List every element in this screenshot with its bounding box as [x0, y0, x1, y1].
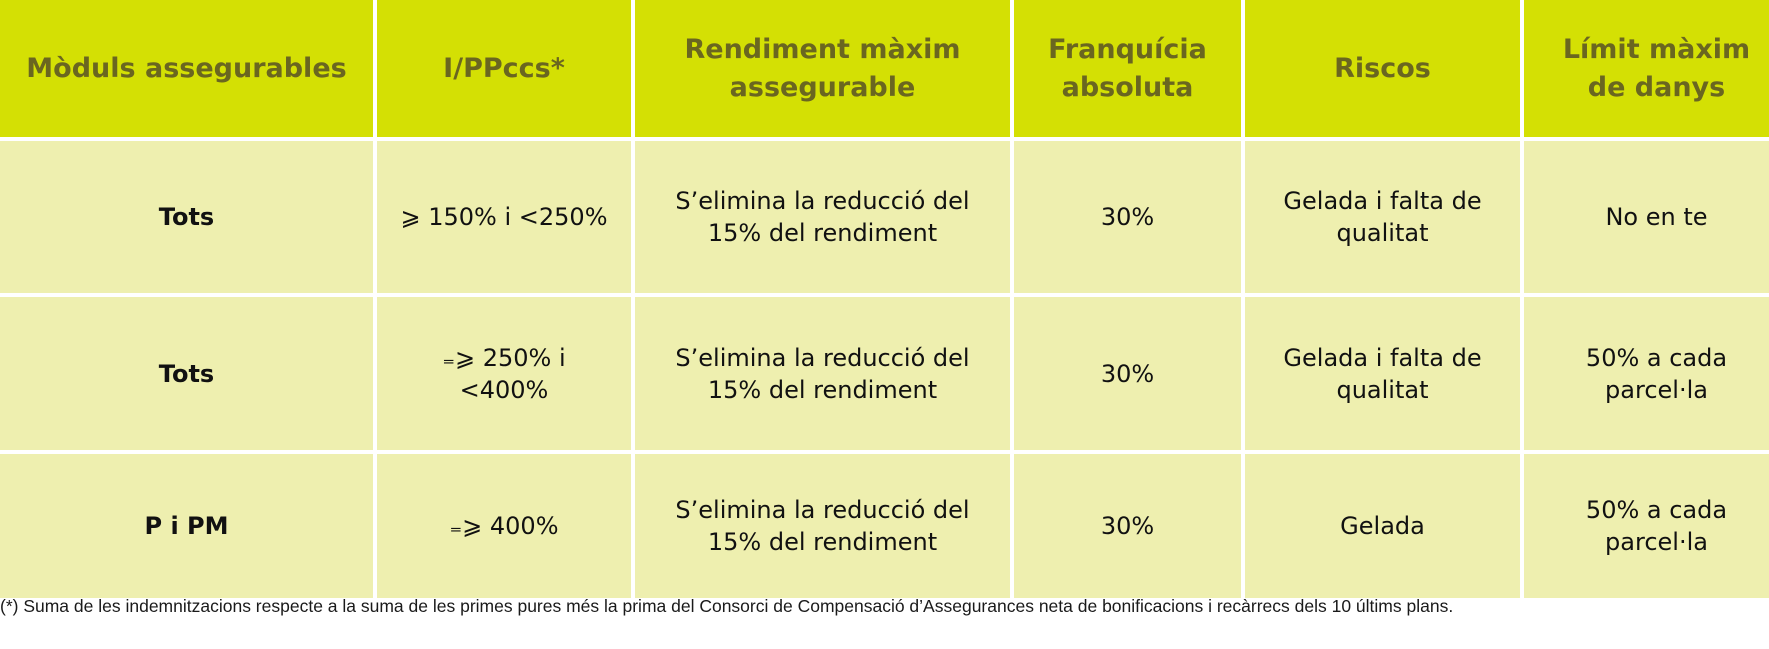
cell-text: 50% a cada parcel·la [1585, 343, 1728, 404]
cell-text: 50% a cada parcel·la [1585, 496, 1728, 556]
header-cell-riscos: Riscos [1245, 0, 1520, 137]
cell-text: No en te [1605, 203, 1708, 231]
table-cell: ₌⩾ 400% [377, 454, 631, 598]
cell-text: 30% [1100, 203, 1155, 231]
table-cell: S’elimina la reducció del 15% del rendim… [635, 141, 1010, 293]
cell-text: S’elimina la reducció del 15% del rendim… [675, 496, 970, 556]
table-cell: Tots [0, 297, 373, 450]
table-cell: Gelada [1245, 454, 1520, 598]
cell-text: 30% [1100, 512, 1155, 540]
table-cell: 50% a cada parcel·la [1524, 297, 1769, 450]
table-cell: Gelada i falta de qualitat [1245, 297, 1520, 450]
table-cell: S’elimina la reducció del 15% del rendim… [635, 297, 1010, 450]
table-cell: ⩾ 150% i <250% [377, 141, 631, 293]
cell-text: S’elimina la reducció del 15% del rendim… [675, 187, 970, 247]
header-label: Límit màxim de danys [1562, 33, 1751, 103]
cell-text: Tots [158, 203, 215, 231]
table-cell: 50% a cada parcel·la [1524, 454, 1769, 598]
table-cell: P i PM [0, 454, 373, 598]
table-cell: Tots [0, 141, 373, 293]
table-cell: No en te [1524, 141, 1769, 293]
cell-text: ₌⩾ 400% [449, 512, 559, 540]
header-cell-rendiment: Rendiment màxim assegurable [635, 0, 1010, 137]
cell-text: ₌⩾ 250% i <400% [442, 343, 566, 404]
header-cell-limit: Límit màxim de danys [1524, 0, 1769, 137]
table-cell: 30% [1014, 297, 1241, 450]
header-label: Riscos [1334, 52, 1431, 84]
cell-text: S’elimina la reducció del 15% del rendim… [675, 343, 970, 404]
table-cell: 30% [1014, 454, 1241, 598]
table-cell: Gelada i falta de qualitat [1245, 141, 1520, 293]
cell-text: Gelada i falta de qualitat [1283, 343, 1482, 404]
cell-text: P i PM [144, 512, 229, 540]
table-cell: S’elimina la reducció del 15% del rendim… [635, 454, 1010, 598]
table-cell: 30% [1014, 141, 1241, 293]
header-label: Franquícia absoluta [1048, 33, 1207, 103]
header-cell-moduls: Mòduls assegurables [0, 0, 373, 137]
header-label: Rendiment màxim assegurable [684, 33, 961, 103]
footnote: (*) Suma de les indemnitzacions respecte… [0, 596, 1454, 616]
header-label: I/PPccs* [443, 52, 565, 84]
cell-text: Gelada [1340, 512, 1425, 540]
header-cell-franquicia: Franquícia absoluta [1014, 0, 1241, 137]
insurance-table: Mòduls assegurables I/PPccs* Rendiment m… [0, 0, 1769, 598]
table-cell: ₌⩾ 250% i <400% [377, 297, 631, 450]
cell-text: Tots [158, 359, 215, 388]
header-label: Mòduls assegurables [26, 52, 347, 84]
cell-text: Gelada i falta de qualitat [1283, 187, 1482, 247]
header-cell-ippccs: I/PPccs* [377, 0, 631, 137]
cell-text: ⩾ 150% i <250% [400, 203, 608, 231]
cell-text: 30% [1100, 359, 1155, 388]
